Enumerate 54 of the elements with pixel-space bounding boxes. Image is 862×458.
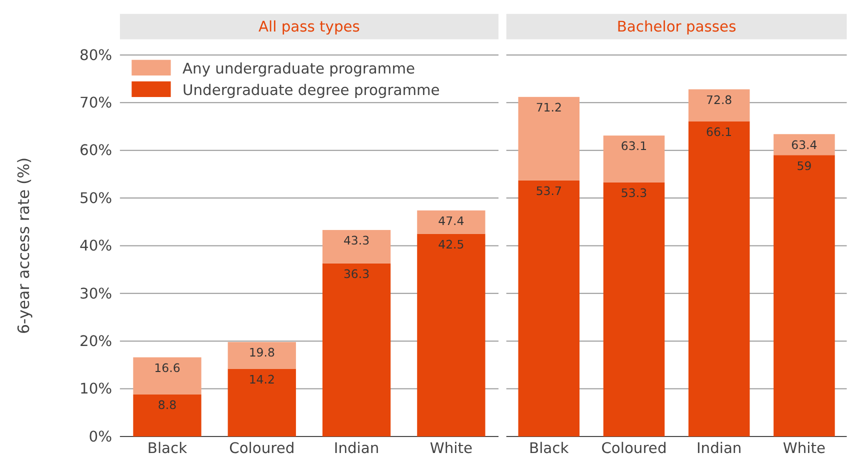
x-tick-label: Black [147,440,188,458]
bar [417,234,486,436]
x-tick-label: White [782,440,826,458]
total-label: 72.8 [706,92,732,107]
bar [133,357,202,395]
data-label: 36.3 [343,267,370,282]
y-tick-label: 30% [80,285,112,302]
x-tick-label: Coloured [229,440,295,458]
bar [228,368,296,436]
bar [322,263,391,436]
bar [518,96,580,180]
x-tick-label: Indian [334,440,380,458]
bar [603,136,665,182]
y-tick-label: 40% [80,238,112,255]
y-tick-label: 20% [80,332,112,350]
total-label: 63.1 [620,139,648,154]
total-label: 47.4 [438,214,464,228]
total-label: 71.2 [536,100,562,115]
y-axis-title: 6-year access rate (%) [14,157,33,334]
y-tick-label: 10% [80,380,112,398]
x-tick-label: Coloured [601,440,667,458]
total-label: 63.4 [791,138,818,152]
data-label: 53.3 [620,186,648,200]
y-tick-label: 60% [80,142,112,160]
legend-label: Undergraduate degree programme [182,82,440,100]
legend-label: Any undergraduate programme [182,60,416,78]
total-label: 43.3 [343,234,370,248]
bar [774,155,835,436]
total-label: 19.8 [248,346,275,360]
y-tick-label: 0% [88,428,112,446]
bar [322,230,391,264]
data-label: 42.5 [438,237,464,252]
x-tick-label: Black [529,440,570,458]
bar [688,121,750,436]
data-label: 8.8 [158,398,177,412]
bar [133,394,202,436]
y-tick-label: 50% [80,190,112,207]
bar [228,342,296,369]
bar [417,210,486,234]
data-label: 59 [796,158,812,173]
bar [774,134,835,156]
y-tick-label: 80% [80,46,112,64]
chart-title: Bachelor passes [616,18,736,36]
total-label: 16.6 [154,360,180,375]
bar [518,180,580,436]
bar [688,89,750,122]
data-label: 14.2 [248,372,275,386]
bar [603,182,665,436]
data-label: 53.7 [536,184,562,198]
y-tick-label: 70% [80,94,112,112]
x-tick-label: White [430,440,472,458]
data-label: 66.1 [706,124,732,139]
chart-title: All pass types [258,18,360,36]
x-tick-label: Indian [696,440,742,458]
